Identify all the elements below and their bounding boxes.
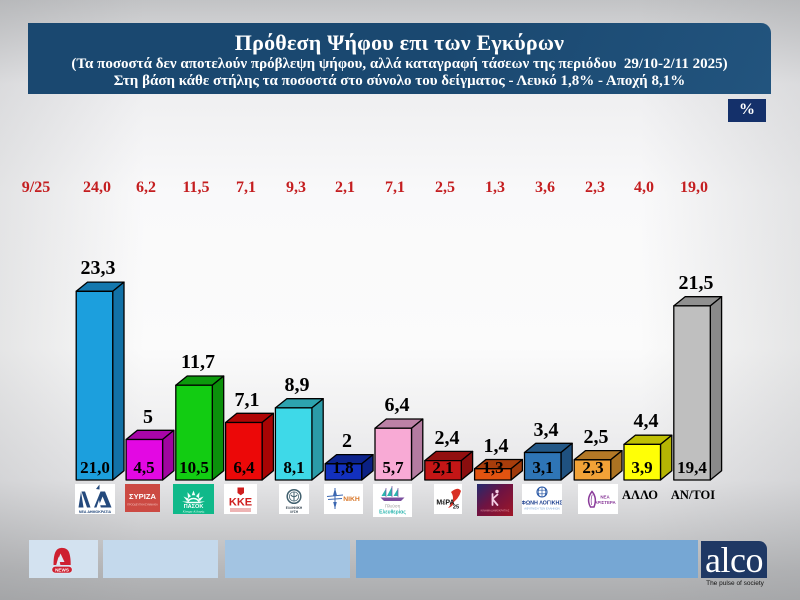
- svg-text:Κίνημα Αλλαγής: Κίνημα Αλλαγής: [182, 509, 205, 513]
- svg-text:ΦΩΝΗ ΛΟΓΙΚΗΣ: ΦΩΝΗ ΛΟΓΙΚΗΣ: [522, 501, 562, 507]
- svg-text:ΠΡΟΟΔΕΥΤΙΚΗ ΣΥΜΜΑΧΙΑ: ΠΡΟΟΔΕΥΤΙΚΗ ΣΥΜΜΑΧΙΑ: [127, 504, 158, 507]
- svg-text:ΕΛΛΗΝΙΚΗ: ΕΛΛΗΝΙΚΗ: [286, 506, 303, 510]
- svg-text:ΠΑΣΟΚ: ΠΑΣΟΚ: [184, 504, 204, 510]
- svg-text:ΚΙΝΗΜΑ ΔΗΜΟΚΡΑΤΙΑΣ: ΚΙΝΗΜΑ ΔΗΜΟΚΡΑΤΙΑΣ: [481, 509, 510, 513]
- svg-text:ΣΥΡΙΖΑ: ΣΥΡΙΖΑ: [129, 492, 156, 501]
- svg-text:ΚΚΕ: ΚΚΕ: [229, 497, 252, 509]
- svg-text:ΝΕΑ: ΝΕΑ: [600, 495, 610, 500]
- svg-text:ΑΦΥΠΝΙΣΗ ΤΩΝ ΕΛΛΗΝΩΝ: ΑΦΥΠΝΙΣΗ ΤΩΝ ΕΛΛΗΝΩΝ: [524, 507, 559, 511]
- svg-text:Πλεύση: Πλεύση: [385, 503, 401, 509]
- svg-text:Ελευθερίας: Ελευθερίας: [379, 510, 406, 516]
- svg-text:ΛΥΣΗ: ΛΥΣΗ: [290, 510, 299, 514]
- svg-text:ΑΡΙΣΤΕΡΑ: ΑΡΙΣΤΕΡΑ: [594, 500, 616, 505]
- svg-text:ΜέΡΑ: ΜέΡΑ: [436, 500, 454, 507]
- svg-text:25: 25: [453, 505, 459, 511]
- svg-text:ΝΙΚΗ: ΝΙΚΗ: [343, 496, 360, 503]
- svg-text:ΝΕΑ ΔΗΜΟΚΡΑΤΙΑ: ΝΕΑ ΔΗΜΟΚΡΑΤΙΑ: [79, 510, 112, 514]
- svg-text:NEWS: NEWS: [55, 567, 69, 572]
